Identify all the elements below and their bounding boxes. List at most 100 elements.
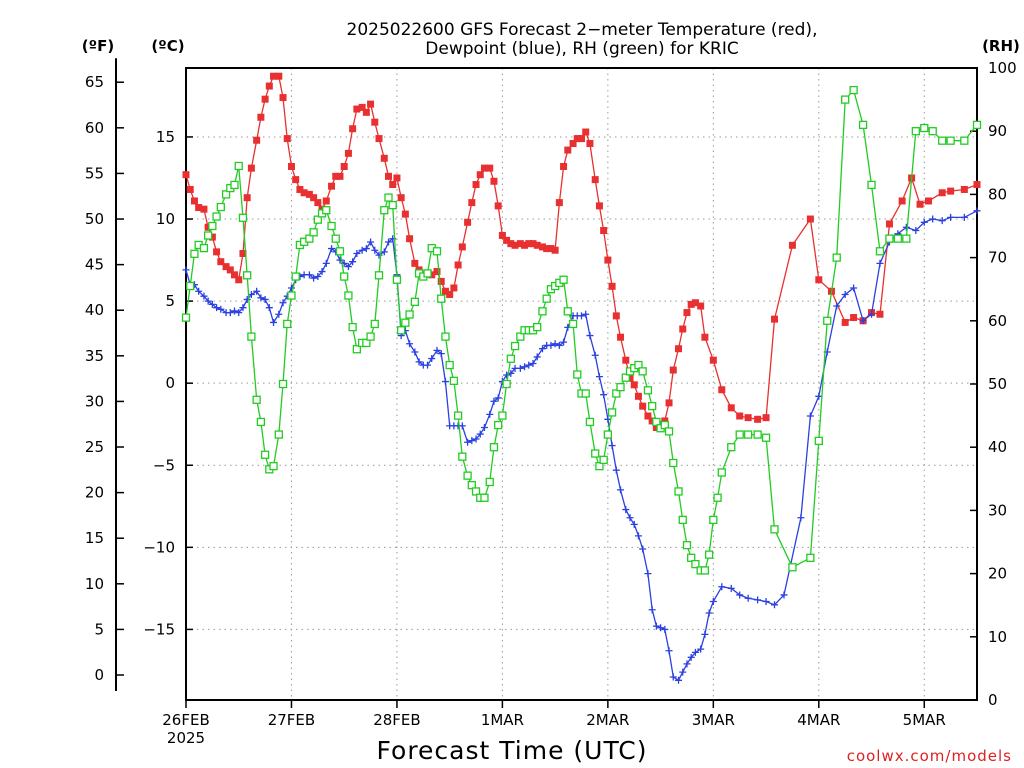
temperature-point — [389, 181, 397, 189]
temperature-point — [675, 345, 683, 353]
dewpoint-point — [859, 317, 867, 325]
dewpoint-point — [406, 340, 414, 348]
rh-point — [542, 294, 551, 303]
rh-point — [260, 450, 270, 459]
rh-point — [607, 408, 617, 417]
rh-tick-label: 100 — [988, 59, 1017, 77]
temperature-point — [300, 189, 308, 197]
temperature-point — [362, 108, 370, 116]
rh-point — [669, 458, 678, 468]
temperature-point — [916, 200, 924, 208]
temperature-point — [525, 240, 533, 248]
temperature-point — [371, 118, 379, 126]
temperature-point — [204, 223, 212, 231]
temperature-point — [626, 374, 634, 382]
dewpoint-point — [612, 466, 620, 474]
temperature-point — [226, 266, 234, 274]
celsius-unit-label: (ºC) — [151, 37, 184, 55]
rh-point — [678, 515, 687, 525]
rh-point — [203, 231, 213, 240]
dewpoint-point — [503, 371, 511, 379]
temperature-point — [762, 414, 770, 422]
temperature-point — [569, 140, 577, 148]
dewpoint-point — [424, 361, 432, 369]
dewpoint-point — [938, 217, 946, 225]
rh-point — [494, 420, 503, 430]
rh-point — [885, 234, 894, 243]
rh-point — [190, 249, 199, 258]
temperature-point — [318, 205, 326, 213]
rh-point — [849, 85, 858, 95]
x-tick-label: 2MAR — [586, 711, 629, 729]
rh-point — [238, 213, 248, 222]
rh-point — [814, 436, 823, 446]
dewpoint-point — [538, 345, 546, 353]
rh-point — [243, 271, 252, 280]
rh-tick-label: 50 — [988, 375, 1007, 393]
dewpoint-point — [344, 263, 352, 271]
celsius-tick-label: −15 — [143, 620, 175, 638]
fahrenheit-tick-label: 60 — [85, 119, 104, 137]
temperature-point — [401, 210, 409, 218]
temperature-point — [332, 172, 340, 180]
rh-point — [516, 332, 525, 341]
dewpoint-point — [560, 338, 568, 346]
dewpoint-point — [697, 645, 705, 653]
temperature-point — [744, 414, 752, 422]
dewpoint-series — [182, 207, 981, 684]
rh-point — [573, 370, 582, 379]
dewpoint-point — [533, 353, 541, 361]
chart-series — [181, 72, 982, 684]
rh-point — [691, 559, 700, 569]
temperature-point — [617, 333, 625, 341]
temperature-point — [503, 236, 511, 244]
temperature-point — [200, 205, 208, 213]
rh-point — [234, 161, 243, 171]
dewpoint-point — [665, 647, 673, 655]
temperature-point — [608, 282, 616, 290]
rh-point — [410, 297, 420, 306]
rh-point — [893, 234, 903, 243]
temperature-point — [586, 140, 594, 148]
rh-point — [648, 401, 657, 411]
rh-point — [463, 471, 472, 480]
rh-point — [186, 281, 195, 291]
dewpoint-point — [464, 438, 472, 446]
temperature-point — [683, 309, 691, 317]
x-tick-label: 5MAR — [903, 711, 946, 729]
rh-point — [938, 136, 947, 145]
rh-point — [467, 480, 476, 490]
dewpoint-point — [815, 392, 823, 400]
temperature-point — [947, 187, 955, 195]
rh-point — [585, 417, 595, 427]
rh-point — [313, 215, 322, 224]
dewpoint-point — [468, 437, 476, 445]
dewpoint-point — [973, 207, 981, 215]
temperature-point — [560, 162, 568, 170]
dewpoint-point — [617, 486, 625, 494]
celsius-tick-label: −5 — [153, 456, 175, 474]
temperature-point — [292, 176, 300, 184]
rh-tick-label: 10 — [988, 628, 1007, 646]
dewpoint-point — [375, 251, 383, 259]
temperature-point — [472, 181, 480, 189]
temperature-point — [358, 103, 366, 111]
rh-point — [875, 247, 885, 256]
fahrenheit-tick-label: 15 — [85, 529, 104, 547]
rh-point — [212, 212, 221, 221]
rh-point — [533, 322, 542, 332]
dewpoint-point — [310, 274, 318, 282]
grid-lines — [186, 68, 977, 700]
dewpoint-point — [578, 312, 585, 320]
dewpoint-point — [275, 310, 283, 318]
x-tick-label: 1MAR — [481, 711, 524, 729]
temperature-point — [815, 276, 823, 284]
rh-point — [770, 525, 779, 534]
temperature-point — [691, 299, 699, 307]
temperature-point — [428, 271, 436, 279]
temperature-point — [283, 135, 291, 143]
temperature-point — [195, 204, 203, 212]
dewpoint-point — [328, 245, 336, 253]
rh-point — [485, 477, 494, 487]
dewpoint-point — [669, 673, 677, 681]
